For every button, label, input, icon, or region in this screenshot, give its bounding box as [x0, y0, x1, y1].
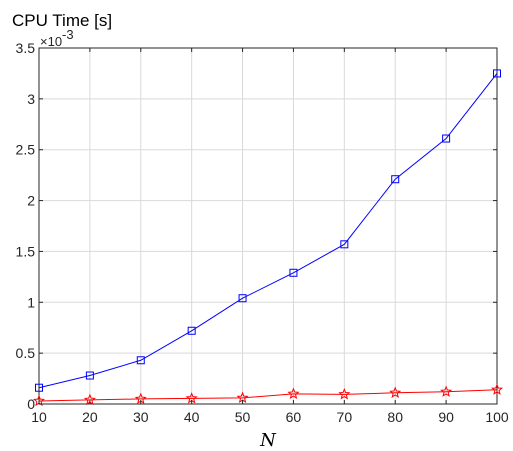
tick-labels: 10 20 30 40 50 60 70 80 90 100 0 0.5 1 1.5 2 2.5 3 3.5	[16, 40, 509, 425]
y-exponent-power: -3	[62, 27, 74, 42]
data-point	[389, 386, 402, 398]
series-line	[38, 73, 498, 389]
grid	[38, 47, 498, 405]
y-exponent-base: ×10	[40, 34, 62, 49]
x-tick-label: 100	[485, 409, 509, 425]
x-tick-label: 60	[286, 409, 302, 425]
y-tick-label: 3	[27, 91, 35, 107]
series-layer	[32, 69, 504, 407]
x-tick-label: 70	[337, 409, 353, 425]
data-point	[85, 371, 94, 380]
data-point	[493, 69, 501, 78]
x-tick-label: 40	[184, 409, 200, 425]
data-point	[287, 387, 300, 399]
data-point	[136, 356, 145, 365]
x-tick-label: 50	[235, 409, 251, 425]
data-point	[442, 134, 451, 143]
series-2	[32, 383, 504, 407]
chart-title: CPU Time [s]	[12, 11, 112, 30]
x-tick-label: 90	[438, 409, 454, 425]
y-tick-label: 1	[27, 294, 35, 310]
data-point	[391, 175, 400, 184]
plot-area	[38, 47, 498, 405]
data-point	[238, 294, 247, 303]
x-tick-label: 10	[31, 409, 47, 425]
x-tick-label: 20	[82, 409, 98, 425]
x-tick-label: 30	[133, 409, 149, 425]
y-tick-label: 1.5	[16, 243, 36, 259]
y-tick-label: 0.5	[16, 345, 36, 361]
y-tick-label: 3.5	[16, 40, 36, 56]
data-point	[440, 385, 453, 397]
data-point	[490, 383, 504, 395]
y-tick-label: 2.5	[16, 142, 36, 158]
y-tick-label: 2	[27, 193, 35, 209]
data-point	[340, 240, 349, 249]
series-line	[38, 389, 498, 402]
data-point	[187, 326, 196, 335]
series-1	[35, 69, 501, 392]
x-tick-label: 80	[387, 409, 403, 425]
data-point	[338, 387, 351, 400]
y-tick-label: 0	[27, 396, 35, 412]
y-exponent-label: ×10 -3	[40, 27, 74, 49]
data-point	[35, 383, 43, 392]
data-point	[289, 268, 298, 277]
x-axis-label: N	[259, 430, 277, 451]
